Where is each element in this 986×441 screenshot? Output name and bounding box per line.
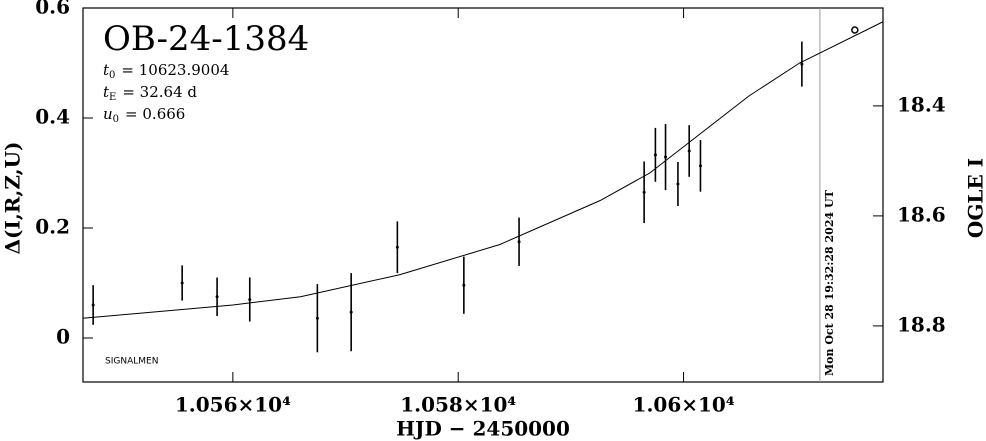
data-point bbox=[664, 155, 668, 159]
param-text: = 10623.9004 bbox=[121, 61, 229, 79]
data-point bbox=[676, 182, 680, 186]
x-tick-label: 1.056×10⁴ bbox=[175, 393, 291, 417]
model-curve bbox=[82, 21, 884, 319]
data-point bbox=[462, 283, 466, 287]
x-axis-label: HJD − 2450000 bbox=[396, 417, 570, 441]
y-axis-label: Δ(I,R,Z,U) bbox=[1, 142, 25, 255]
data-point bbox=[248, 298, 252, 301]
param-sub: 0 bbox=[109, 70, 115, 81]
y2-tick-label: 18.8 bbox=[897, 312, 946, 336]
param: t0 = 10623.9004 bbox=[103, 61, 229, 81]
data-point bbox=[180, 281, 184, 285]
y2-axis-label: OGLE I bbox=[964, 158, 986, 238]
plot-frame bbox=[82, 7, 884, 383]
data-point bbox=[642, 190, 646, 194]
param: tE = 32.64 d bbox=[103, 83, 197, 103]
data-point bbox=[698, 164, 702, 168]
y2-tick-label: 18.4 bbox=[897, 92, 946, 116]
param-symbol: t bbox=[103, 61, 110, 79]
data-point bbox=[395, 245, 399, 249]
y-tick-label: 0.4 bbox=[35, 105, 70, 129]
param-sub: E bbox=[109, 92, 116, 103]
data-point bbox=[315, 316, 319, 320]
param-symbol: u bbox=[103, 105, 113, 123]
chart-title: OB-24-1384 bbox=[103, 19, 309, 59]
param-text: = 0.666 bbox=[125, 105, 185, 123]
data-point bbox=[349, 310, 353, 314]
credit: SIGNALMEN bbox=[105, 357, 158, 367]
param-sub: 0 bbox=[113, 114, 119, 125]
y-tick-label: 0.2 bbox=[35, 215, 70, 239]
marker bbox=[851, 26, 859, 34]
param-symbol: t bbox=[103, 83, 110, 101]
data-point bbox=[687, 149, 691, 153]
data-point bbox=[215, 295, 219, 299]
now-label: Mon Oct 28 19:32:28 2024 UT bbox=[823, 189, 836, 376]
y-tick-label: 0.6 bbox=[35, 0, 70, 19]
x-tick-label: 1.06×10⁴ bbox=[633, 393, 735, 417]
y2-tick-label: 18.6 bbox=[897, 202, 946, 226]
data-point bbox=[91, 303, 95, 307]
y-tick-label: 0 bbox=[56, 325, 70, 349]
data-point bbox=[653, 153, 657, 157]
param-text: = 32.64 d bbox=[122, 83, 197, 101]
x-tick-label: 1.058×10⁴ bbox=[400, 393, 516, 417]
param: u0 = 0.666 bbox=[103, 105, 185, 125]
data-point bbox=[800, 62, 804, 66]
data-point bbox=[517, 240, 521, 244]
